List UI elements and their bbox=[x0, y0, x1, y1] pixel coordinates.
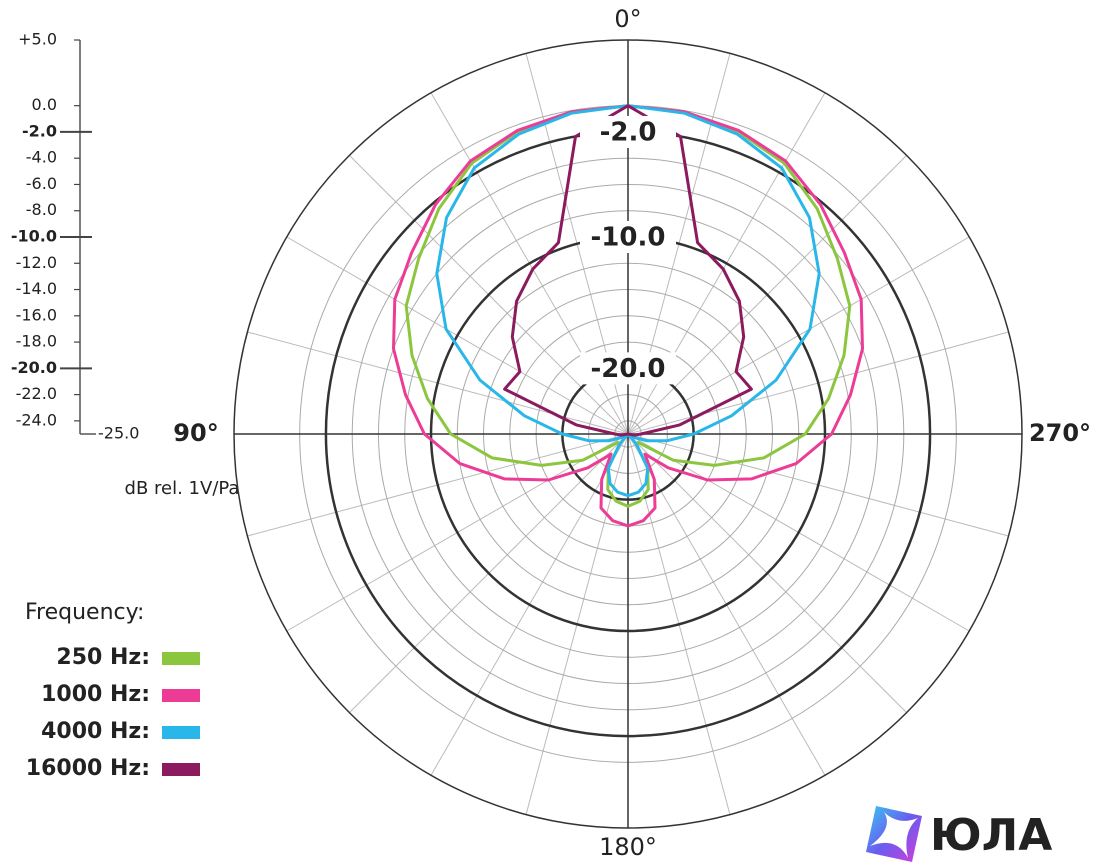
series-line bbox=[404, 104, 852, 508]
r-scale-label: 0.0 bbox=[32, 95, 57, 114]
legend-swatch bbox=[162, 726, 200, 739]
r-scale-label: -2.0 bbox=[22, 121, 57, 140]
ring-label-bg bbox=[580, 115, 676, 148]
theta-tick-label: 0° bbox=[614, 5, 641, 33]
r-scale-label: -10.0 bbox=[11, 227, 57, 246]
r-scale-label: -4.0 bbox=[26, 148, 57, 167]
r-scale-label: -20.0 bbox=[11, 358, 57, 377]
r-scale-label: -16.0 bbox=[16, 305, 57, 324]
series-line bbox=[392, 104, 864, 528]
legend-label: 16000 Hz: bbox=[26, 756, 150, 781]
legend-label: 1000 Hz: bbox=[41, 682, 150, 707]
ring-label: -2.0 bbox=[600, 117, 657, 147]
theta-tick-label: 180° bbox=[599, 833, 657, 861]
legend-label: 250 Hz: bbox=[56, 645, 150, 670]
logo-icon bbox=[866, 806, 922, 862]
r-scale-label: -22.0 bbox=[16, 384, 57, 403]
series-line bbox=[503, 104, 753, 437]
ring-label: -20.0 bbox=[591, 354, 666, 384]
r-scale-label: +5.0 bbox=[18, 30, 57, 49]
theta-tick-label: 270° bbox=[1029, 419, 1091, 447]
r-axis-label: dB rel. 1V/Pa bbox=[125, 478, 240, 499]
r-scale-label: -12.0 bbox=[16, 253, 57, 272]
r-scale-label: -24.0 bbox=[16, 410, 57, 429]
theta-tick-label: 90° bbox=[173, 419, 218, 447]
ring-label-bg bbox=[580, 352, 676, 385]
r-scale-label: -6.0 bbox=[26, 174, 57, 193]
legend-title: Frequency: bbox=[25, 600, 144, 625]
ring-label-bg bbox=[580, 221, 676, 253]
watermark: ЮЛА bbox=[930, 810, 1052, 861]
ring-label: -10.0 bbox=[591, 223, 666, 253]
legend-swatch bbox=[162, 652, 200, 665]
series-line bbox=[435, 104, 821, 498]
r-scale-label: -14.0 bbox=[16, 279, 57, 298]
legend-swatch bbox=[162, 689, 200, 702]
legend-label: 4000 Hz: bbox=[41, 719, 150, 744]
r-scale-label: -25.0 bbox=[98, 424, 139, 443]
legend-swatch bbox=[162, 763, 200, 776]
r-scale-label: -18.0 bbox=[16, 332, 57, 351]
r-scale-label: -8.0 bbox=[26, 200, 57, 219]
